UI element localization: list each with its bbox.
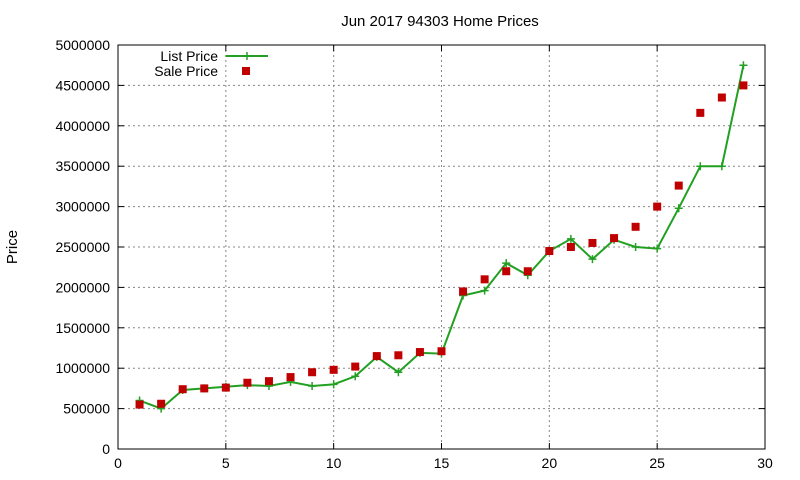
sale-price-point (717, 93, 726, 102)
list-price-point (631, 243, 640, 251)
list-price-point (566, 234, 575, 243)
legend-label-list-price: List Price (160, 48, 218, 64)
y-axis-label: Price (4, 230, 21, 264)
chart-title: Jun 2017 94303 Home Prices (341, 13, 539, 30)
x-tick-label: 20 (542, 455, 558, 471)
legend-plus-marker (243, 52, 251, 60)
sale-price-point (178, 385, 187, 394)
list-price-point (502, 259, 511, 268)
list-price-point (653, 244, 662, 253)
legend-swatch-sale-price (242, 67, 250, 75)
plot-frame (117, 44, 766, 450)
list-price-point (588, 255, 597, 264)
x-tick-label: 5 (222, 455, 230, 471)
sale-price-point (221, 383, 230, 392)
sale-price-point (523, 267, 532, 276)
sale-price-point (480, 275, 489, 284)
y-tick-label: 3500000 (55, 158, 110, 174)
y-tick-label: 5000000 (55, 37, 110, 53)
list-price-point (329, 380, 338, 389)
y-tick-label: 4500000 (55, 77, 110, 93)
sale-price-point (135, 400, 144, 409)
sale-price-point (329, 365, 338, 374)
series-layer (135, 61, 748, 413)
sale-price-point (653, 202, 662, 211)
sale-price-point (739, 81, 748, 90)
x-tick-label: 25 (649, 455, 665, 471)
y-tick-label: 4000000 (55, 118, 110, 134)
legend: List Price Sale Price (154, 48, 268, 79)
y-tick-label: 1500000 (55, 320, 110, 336)
y-tick-label: 500000 (63, 401, 110, 417)
axis-ticks: 0 5 10 15 20 25 30 0 500000 1000000 1500000 2000000… (55, 37, 773, 471)
list-price-point (351, 372, 360, 381)
sale-price-point (437, 347, 446, 356)
y-tick-label: 2500000 (55, 239, 110, 255)
sale-price-point (631, 222, 640, 231)
list-price-point (480, 286, 489, 295)
sale-price-point (157, 399, 166, 408)
list-price-point (394, 368, 403, 377)
sale-price-point (696, 108, 705, 117)
sale-price-point (674, 181, 683, 190)
sale-price-point (545, 247, 554, 256)
x-tick-label: 15 (434, 455, 450, 471)
y-tick-label: 1000000 (55, 360, 110, 376)
sale-price-point (588, 238, 597, 247)
sale-price-point (286, 373, 295, 382)
list-price-point (739, 61, 748, 70)
sale-price-point (351, 362, 360, 371)
y-tick-label: 0 (102, 441, 110, 457)
x-tick-label: 0 (114, 455, 122, 471)
sale-price-point (308, 368, 317, 377)
x-tick-label: 30 (757, 455, 773, 471)
sale-price-point (264, 377, 273, 386)
sale-price-point (243, 378, 252, 387)
sale-price-point (394, 351, 403, 360)
sale-price-point (566, 243, 575, 251)
sale-price-point (415, 348, 424, 357)
sale-price-point (502, 267, 511, 276)
sale-price-point (372, 352, 381, 361)
x-tick-label: 10 (326, 455, 342, 471)
sale-price-point (459, 287, 468, 296)
list-price-point (717, 162, 726, 171)
list-price-point (674, 204, 683, 213)
sale-price-point (610, 234, 619, 243)
list-price-point (696, 162, 705, 171)
y-tick-label: 3000000 (55, 199, 110, 215)
list-price-point (308, 381, 317, 390)
sale-price-point (200, 384, 209, 393)
legend-label-sale-price: Sale Price (154, 63, 218, 79)
y-tick-label: 2000000 (55, 279, 110, 295)
